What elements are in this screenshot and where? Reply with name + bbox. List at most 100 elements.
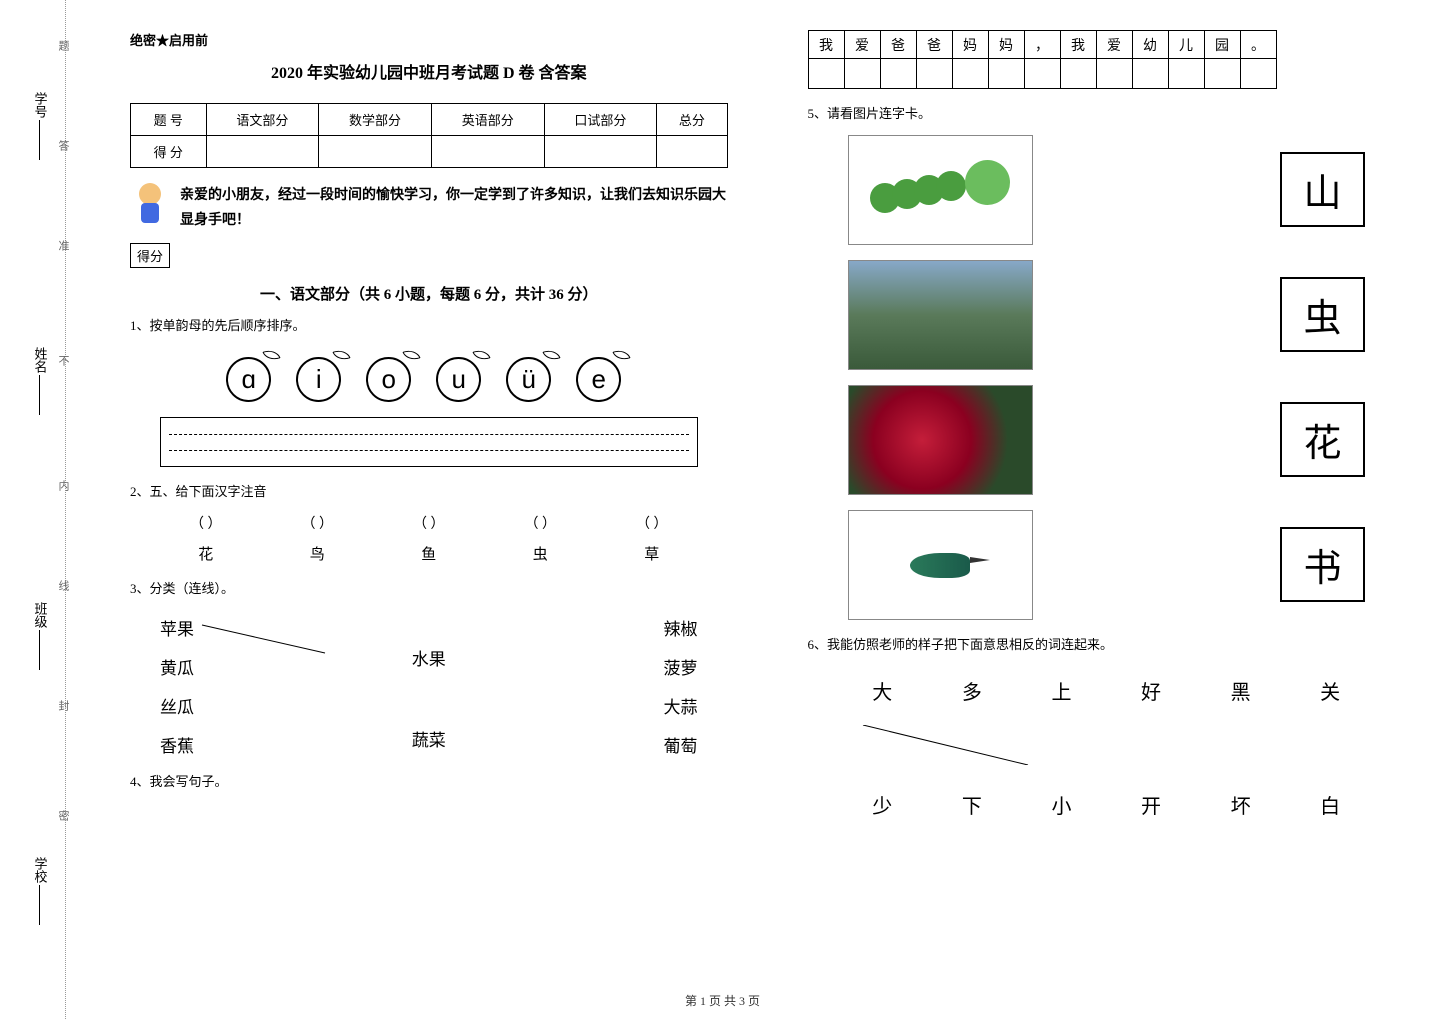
field-studentid: 学号 <box>31 92 50 162</box>
cell: 数学部分 <box>319 104 432 136</box>
char: 下 <box>962 790 982 819</box>
paren: （ ） <box>636 513 668 533</box>
cell <box>206 136 319 168</box>
pinyin-item: o <box>366 352 421 402</box>
table-row: 题 号 语文部分 数学部分 英语部分 口试部分 总分 <box>131 104 728 136</box>
card-row: 书 <box>848 510 1366 620</box>
cell: 我 <box>808 31 844 59</box>
char: 坏 <box>1231 790 1251 819</box>
sentence-table: 我 爱 爸 爸 妈 妈 ， 我 爱 幼 儿 园 。 <box>808 30 1277 89</box>
pinyin-item: u <box>436 352 491 402</box>
char-card: 花 <box>1280 402 1365 477</box>
char: 鸟 <box>310 543 325 564</box>
cell: 口试部分 <box>544 104 657 136</box>
image-flower <box>848 385 1033 495</box>
char: 少 <box>872 790 892 819</box>
page-container: 题 答 准 不 内 线 封 密 学号 姓名 班级 学校 绝密★启用前 2020 … <box>0 0 1445 1019</box>
q3-label: 3、分类（连线）。 <box>130 579 728 600</box>
mascot-icon <box>130 183 170 233</box>
item: 大蒜 <box>664 693 698 718</box>
char: 花 <box>198 543 213 564</box>
char-card: 虫 <box>1280 277 1365 352</box>
char: 鱼 <box>421 543 436 564</box>
item: 菠萝 <box>664 654 698 679</box>
classify-right: 辣椒 菠萝 大蒜 葡萄 <box>664 615 698 757</box>
page-footer: 第 1 页 共 3 页 <box>685 992 760 1009</box>
binding-labels: 学号 姓名 班级 学校 <box>20 0 60 1019</box>
table-row: 得 分 <box>131 136 728 168</box>
card-row: 虫 <box>848 260 1366 370</box>
paren: （ ） <box>302 513 334 533</box>
item: 葡萄 <box>664 732 698 757</box>
classify-center: 水果 蔬菜 <box>412 615 446 757</box>
cell: 。 <box>1240 31 1276 59</box>
paren: （ ） <box>190 513 222 533</box>
card-row: 花 <box>848 385 1366 495</box>
main-title: 2020 年实验幼儿园中班月考试题 D 卷 含答案 <box>130 59 728 83</box>
classify-left: 苹果 黄瓜 丝瓜 香蕉 <box>160 615 194 757</box>
right-column: 我 爱 爸 爸 妈 妈 ， 我 爱 幼 儿 园 。 5、请看图片连字卡。 <box>768 0 1445 1019</box>
cell: 得 分 <box>131 136 207 168</box>
cell: 爱 <box>844 31 880 59</box>
cell: ， <box>1024 31 1060 59</box>
table-row: 我 爱 爸 爸 妈 妈 ， 我 爱 幼 儿 园 。 <box>808 31 1276 59</box>
pinyin-item: i <box>296 352 351 402</box>
paren-row: （ ） （ ） （ ） （ ） （ ） <box>150 513 708 533</box>
item: 黄瓜 <box>160 654 194 679</box>
intro-section: 亲爱的小朋友，经过一段时间的愉快学习，你一定学到了许多知识，让我们去知识乐园大显… <box>130 183 728 233</box>
field-school: 学校 <box>31 857 50 927</box>
char-card: 山 <box>1280 152 1365 227</box>
antonym-bottom: 少 下 小 开 坏 白 <box>838 790 1376 819</box>
antonym-line <box>838 725 1358 765</box>
cell: 爸 <box>916 31 952 59</box>
intro-text: 亲爱的小朋友，经过一段时间的愉快学习，你一定学到了许多知识，让我们去知识乐园大显… <box>180 183 728 233</box>
classify-area: 苹果 黄瓜 丝瓜 香蕉 水果 蔬菜 辣椒 菠萝 大蒜 葡萄 <box>160 615 698 757</box>
char: 小 <box>1051 790 1071 819</box>
pinyin-item: ɑ <box>226 352 281 402</box>
image-mountain <box>848 260 1033 370</box>
cell: 园 <box>1204 31 1240 59</box>
cell: 儿 <box>1168 31 1204 59</box>
image-bird <box>848 510 1033 620</box>
cell: 幼 <box>1132 31 1168 59</box>
score-box: 得分 <box>130 243 170 268</box>
score-table: 题 号 语文部分 数学部分 英语部分 口试部分 总分 得 分 <box>130 103 728 168</box>
cell: 题 号 <box>131 104 207 136</box>
cell: 妈 <box>952 31 988 59</box>
item: 辣椒 <box>664 615 698 640</box>
char: 多 <box>962 676 982 705</box>
q1-label: 1、按单韵母的先后顺序排序。 <box>130 316 728 337</box>
char: 关 <box>1320 676 1340 705</box>
card-row: 山 <box>848 135 1366 245</box>
char-card: 书 <box>1280 527 1365 602</box>
field-name: 姓名 <box>31 347 50 417</box>
item: 丝瓜 <box>160 693 194 718</box>
char: 上 <box>1051 676 1071 705</box>
confidential-label: 绝密★启用前 <box>130 30 728 49</box>
cell: 爱 <box>1096 31 1132 59</box>
writing-box <box>160 417 698 467</box>
q4-label: 4、我会写句子。 <box>130 772 728 793</box>
pinyin-item: e <box>576 352 631 402</box>
cell <box>544 136 657 168</box>
paren: （ ） <box>413 513 445 533</box>
image-caterpillar <box>848 135 1033 245</box>
section-title: 一、语文部分（共 6 小题，每题 6 分，共计 36 分） <box>130 283 728 304</box>
q5-label: 5、请看图片连字卡。 <box>808 104 1406 125</box>
paren: （ ） <box>525 513 557 533</box>
char: 草 <box>644 543 659 564</box>
char: 好 <box>1141 676 1161 705</box>
cell: 英语部分 <box>431 104 544 136</box>
field-class: 班级 <box>31 602 50 672</box>
cell: 总分 <box>657 104 727 136</box>
cell <box>319 136 432 168</box>
item: 香蕉 <box>160 732 194 757</box>
cell: 妈 <box>988 31 1024 59</box>
char-row: 花 鸟 鱼 虫 草 <box>150 543 708 564</box>
binding-margin: 题 答 准 不 内 线 封 密 学号 姓名 班级 学校 <box>0 0 90 1019</box>
table-row <box>808 59 1276 89</box>
char: 开 <box>1141 790 1161 819</box>
cell <box>657 136 727 168</box>
cell: 爸 <box>880 31 916 59</box>
cell: 我 <box>1060 31 1096 59</box>
